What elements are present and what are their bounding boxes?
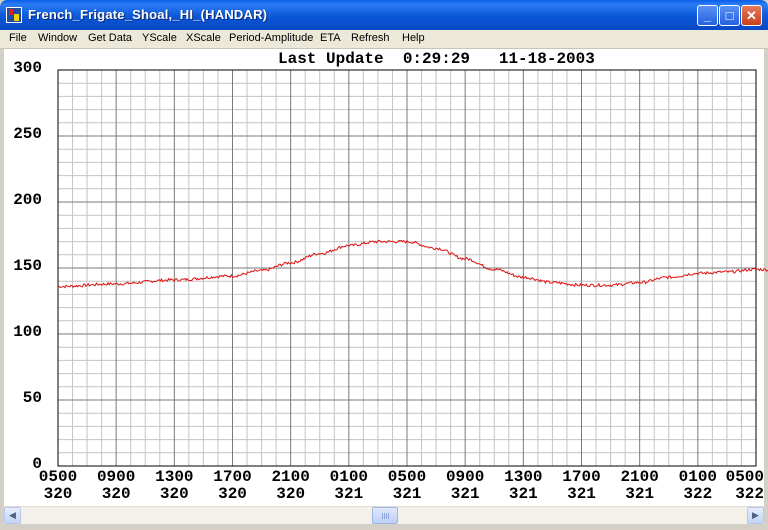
close-button[interactable]: ✕	[741, 5, 762, 26]
x-tick-label: 2100 321	[620, 468, 659, 503]
y-tick-label: 0	[32, 455, 42, 473]
app-icon[interactable]	[6, 7, 22, 23]
window-title: French_Frigate_Shoal,_HI_(HANDAR)	[28, 7, 268, 22]
x-tick-label: 0100 322	[678, 468, 718, 503]
y-tick-label: 300	[13, 59, 42, 77]
menu-bar: File Window Get Data YScale XScale Perio…	[0, 30, 768, 49]
scroll-thumb[interactable]	[372, 507, 398, 524]
menu-period-amplitude[interactable]: Period-Amplitude	[229, 32, 314, 44]
x-tick-label: 0900 320	[96, 468, 136, 503]
menu-window[interactable]: Window	[38, 32, 78, 44]
scroll-right-button[interactable]: ▶	[747, 507, 764, 524]
scroll-left-button[interactable]: ◀	[4, 507, 21, 524]
menu-help[interactable]: Help	[402, 32, 425, 44]
y-tick-label: 50	[22, 389, 42, 407]
horizontal-scrollbar[interactable]: ◀ ▶	[4, 506, 764, 524]
menu-xscale[interactable]: XScale	[186, 32, 221, 44]
x-tick-label: 0500 322	[725, 468, 764, 503]
menu-get-data[interactable]: Get Data	[88, 32, 133, 44]
x-tick-label: 1700 321	[562, 468, 601, 503]
menu-refresh[interactable]: Refresh	[351, 32, 390, 44]
menu-eta[interactable]: ETA	[320, 32, 341, 44]
x-tick-label: 0500 320	[38, 468, 78, 503]
title-bar: French_Frigate_Shoal,_HI_(HANDAR) _ □ ✕	[0, 0, 768, 30]
maximize-button[interactable]: □	[719, 5, 740, 26]
x-tick-label: 2100 320	[271, 468, 310, 503]
x-tick-label: 0500 321	[387, 468, 427, 503]
y-tick-label: 250	[13, 125, 42, 143]
menu-file[interactable]: File	[9, 32, 27, 44]
plot-area	[4, 49, 764, 506]
y-tick-label: 100	[13, 323, 42, 341]
x-tick-label: 1300 320	[155, 468, 194, 503]
x-tick-label: 0100 321	[329, 468, 369, 503]
y-tick-label: 200	[13, 191, 42, 209]
x-tick-label: 1300 321	[504, 468, 543, 503]
x-tick-label: 0900 321	[445, 468, 485, 503]
y-tick-label: 150	[13, 257, 42, 275]
menu-yscale[interactable]: YScale	[142, 32, 177, 44]
minimize-button[interactable]: _	[697, 5, 718, 26]
x-tick-label: 1700 320	[213, 468, 252, 503]
last-update-header: Last Update 0:29:29 11-18-2003	[278, 50, 595, 68]
